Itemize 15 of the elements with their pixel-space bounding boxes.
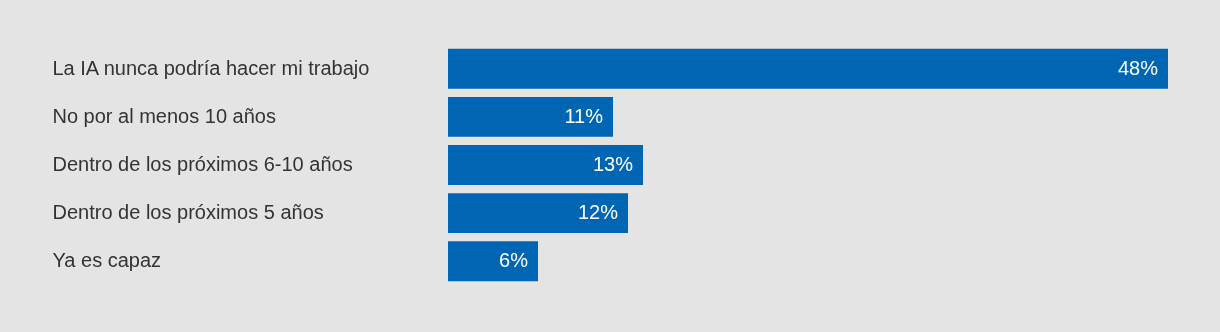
bar <box>448 48 1168 89</box>
y-tick-label: No por al menos 10 años <box>52 104 276 127</box>
data-label: 6% <box>499 249 529 272</box>
data-label: 12% <box>577 201 619 224</box>
y-tick-label: Ya es capaz <box>52 249 162 272</box>
data-label: 11% <box>564 104 604 127</box>
y-tick-label: La IA nunca podría hacer mi trabajo <box>52 56 370 79</box>
y-tick-label: Dentro de los próximos 5 años <box>52 201 324 224</box>
bar <box>448 145 643 185</box>
y-tick-label: Dentro de los próximos 6-10 años <box>52 153 353 175</box>
data-label: 13% <box>592 153 634 175</box>
bar <box>448 241 538 282</box>
bar <box>448 96 613 137</box>
bar <box>448 193 628 234</box>
data-label: 48% <box>1117 56 1159 79</box>
